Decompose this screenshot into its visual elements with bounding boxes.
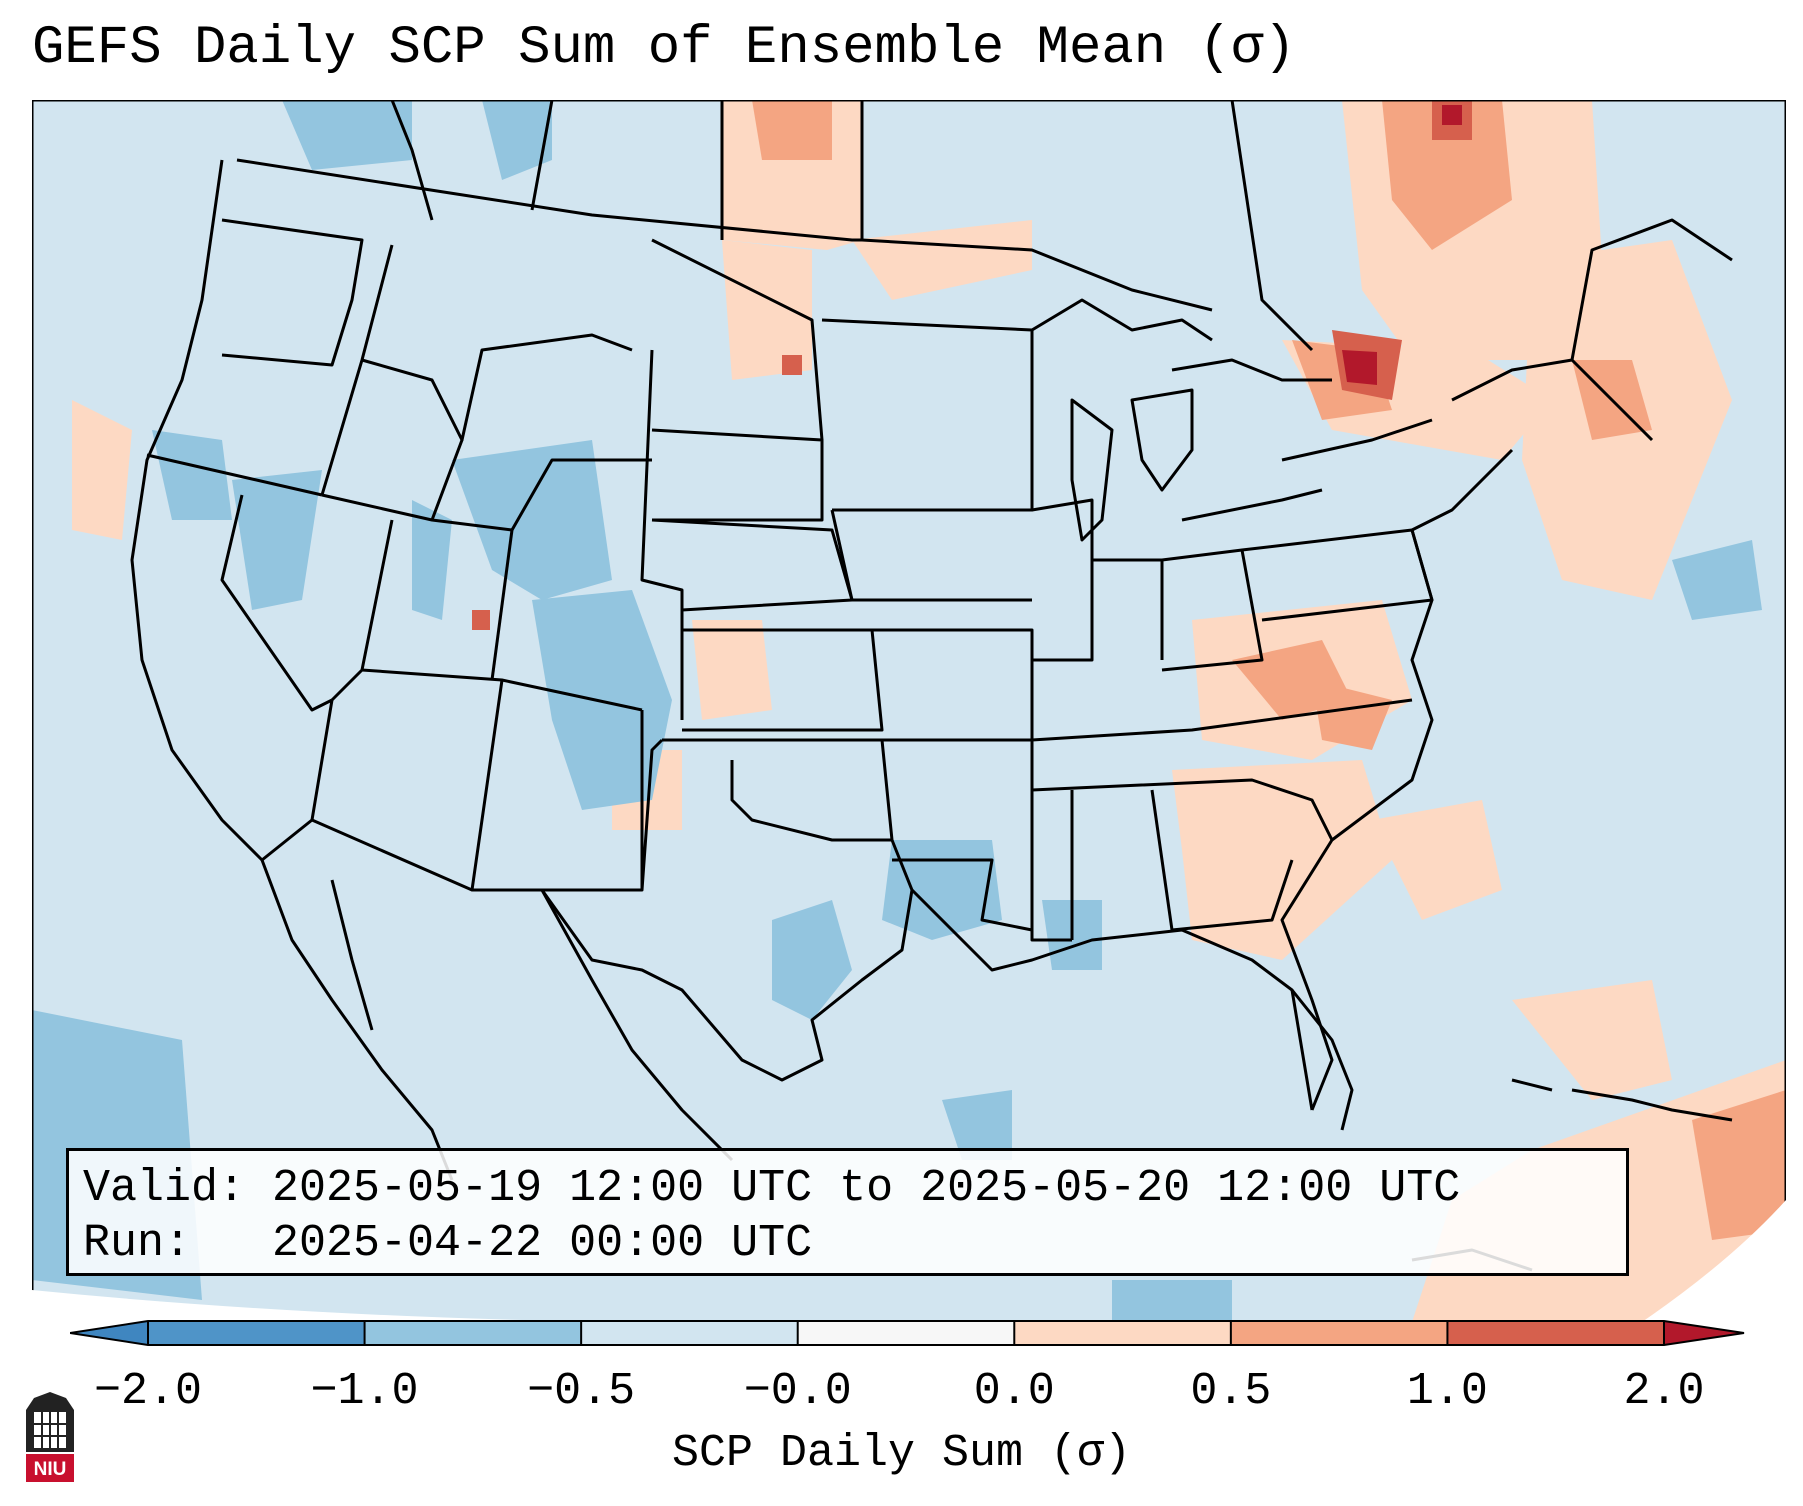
colorbar-extend-high <box>1664 1321 1742 1345</box>
colorbar-tick-label: 0.5 <box>1190 1366 1272 1417</box>
run-time-text: Run: 2025-04-22 00:00 UTC <box>83 1218 813 1269</box>
colorbar-bin <box>1447 1321 1665 1345</box>
colorbar-extend-low <box>70 1321 148 1345</box>
colorbar-tick-label: −0.5 <box>527 1366 636 1417</box>
colorbar-tick-label: −2.0 <box>93 1366 203 1417</box>
valid-time-text: Valid: 2025-05-19 12:00 UTC to 2025-05-2… <box>83 1163 1461 1214</box>
colorbar-tick-label: 2.0 <box>1623 1366 1705 1417</box>
state-boundaries <box>130 100 1733 1272</box>
page-title: GEFS Daily SCP Sum of Ensemble Mean (σ) <box>32 18 1296 79</box>
positive-anomaly-extreme <box>1342 105 1462 385</box>
colorbar-tick-label: −1.0 <box>310 1366 419 1417</box>
colorbar-tick-label: −0.0 <box>743 1366 852 1417</box>
colorbar-bin <box>1230 1321 1448 1345</box>
colorbar-bin <box>364 1321 582 1345</box>
colorbar-bin <box>1014 1321 1232 1345</box>
colorbar-bin <box>797 1321 1015 1345</box>
projection-edge-right <box>1642 1200 1786 1322</box>
logo-text: NIU <box>34 1459 67 1480</box>
colorbar-tick-label: 1.0 <box>1406 1366 1488 1417</box>
colorbar <box>70 1320 1745 1346</box>
valid-time-box: Valid: 2025-05-19 12:00 UTC to 2025-05-2… <box>66 1148 1629 1276</box>
projection-edge <box>32 1290 932 1322</box>
colorbar-label: SCP Daily Sum (σ) <box>671 1428 1132 1479</box>
colorbar-tick-label: 0.0 <box>973 1366 1055 1417</box>
niu-logo-icon: NIU <box>26 1392 74 1482</box>
colorbar-bin <box>581 1321 799 1345</box>
colorbar-bin <box>148 1321 366 1345</box>
map-panel <box>32 100 1786 1322</box>
